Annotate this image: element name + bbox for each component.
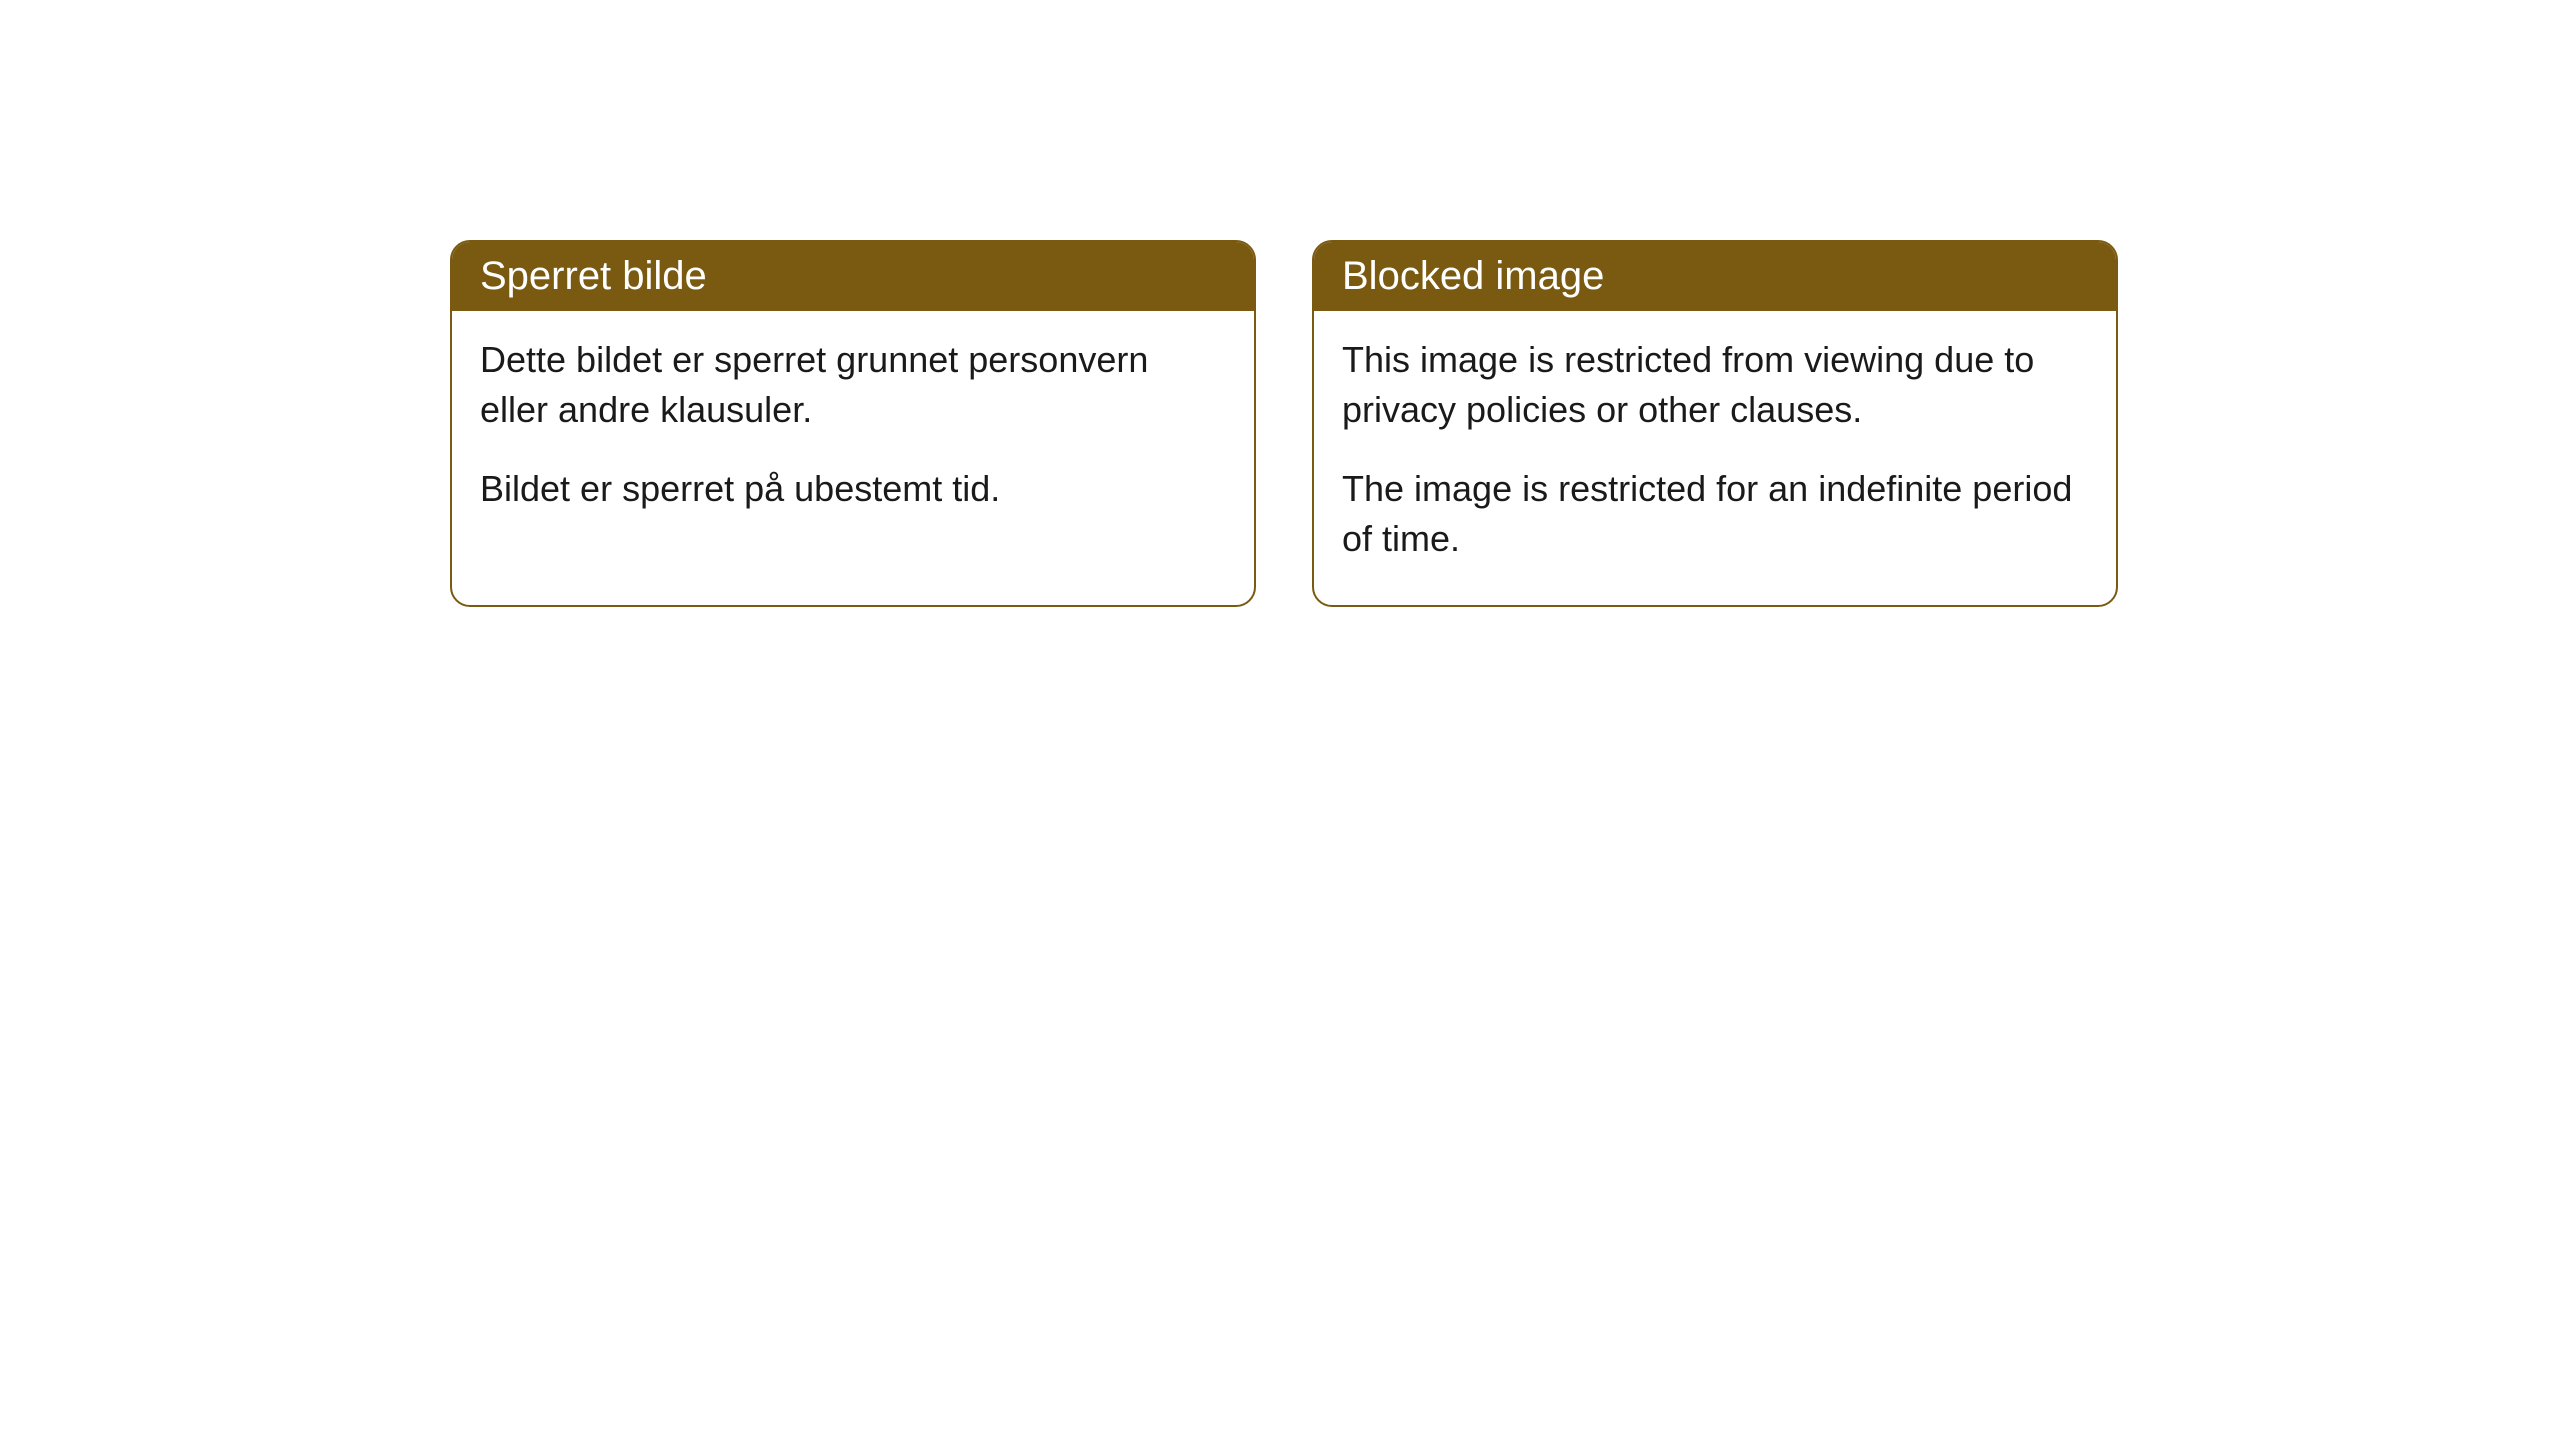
card-title: Blocked image <box>1342 254 1604 298</box>
notice-card-norwegian: Sperret bilde Dette bildet er sperret gr… <box>450 240 1256 607</box>
card-body: This image is restricted from viewing du… <box>1314 311 2116 605</box>
card-paragraph: The image is restricted for an indefinit… <box>1342 464 2088 565</box>
card-paragraph: Bildet er sperret på ubestemt tid. <box>480 464 1226 514</box>
card-paragraph: Dette bildet er sperret grunnet personve… <box>480 335 1226 436</box>
notice-card-english: Blocked image This image is restricted f… <box>1312 240 2118 607</box>
card-paragraph: This image is restricted from viewing du… <box>1342 335 2088 436</box>
card-title: Sperret bilde <box>480 254 707 298</box>
card-body: Dette bildet er sperret grunnet personve… <box>452 311 1254 554</box>
card-header: Sperret bilde <box>452 242 1254 311</box>
card-header: Blocked image <box>1314 242 2116 311</box>
notice-cards-container: Sperret bilde Dette bildet er sperret gr… <box>450 240 2560 607</box>
